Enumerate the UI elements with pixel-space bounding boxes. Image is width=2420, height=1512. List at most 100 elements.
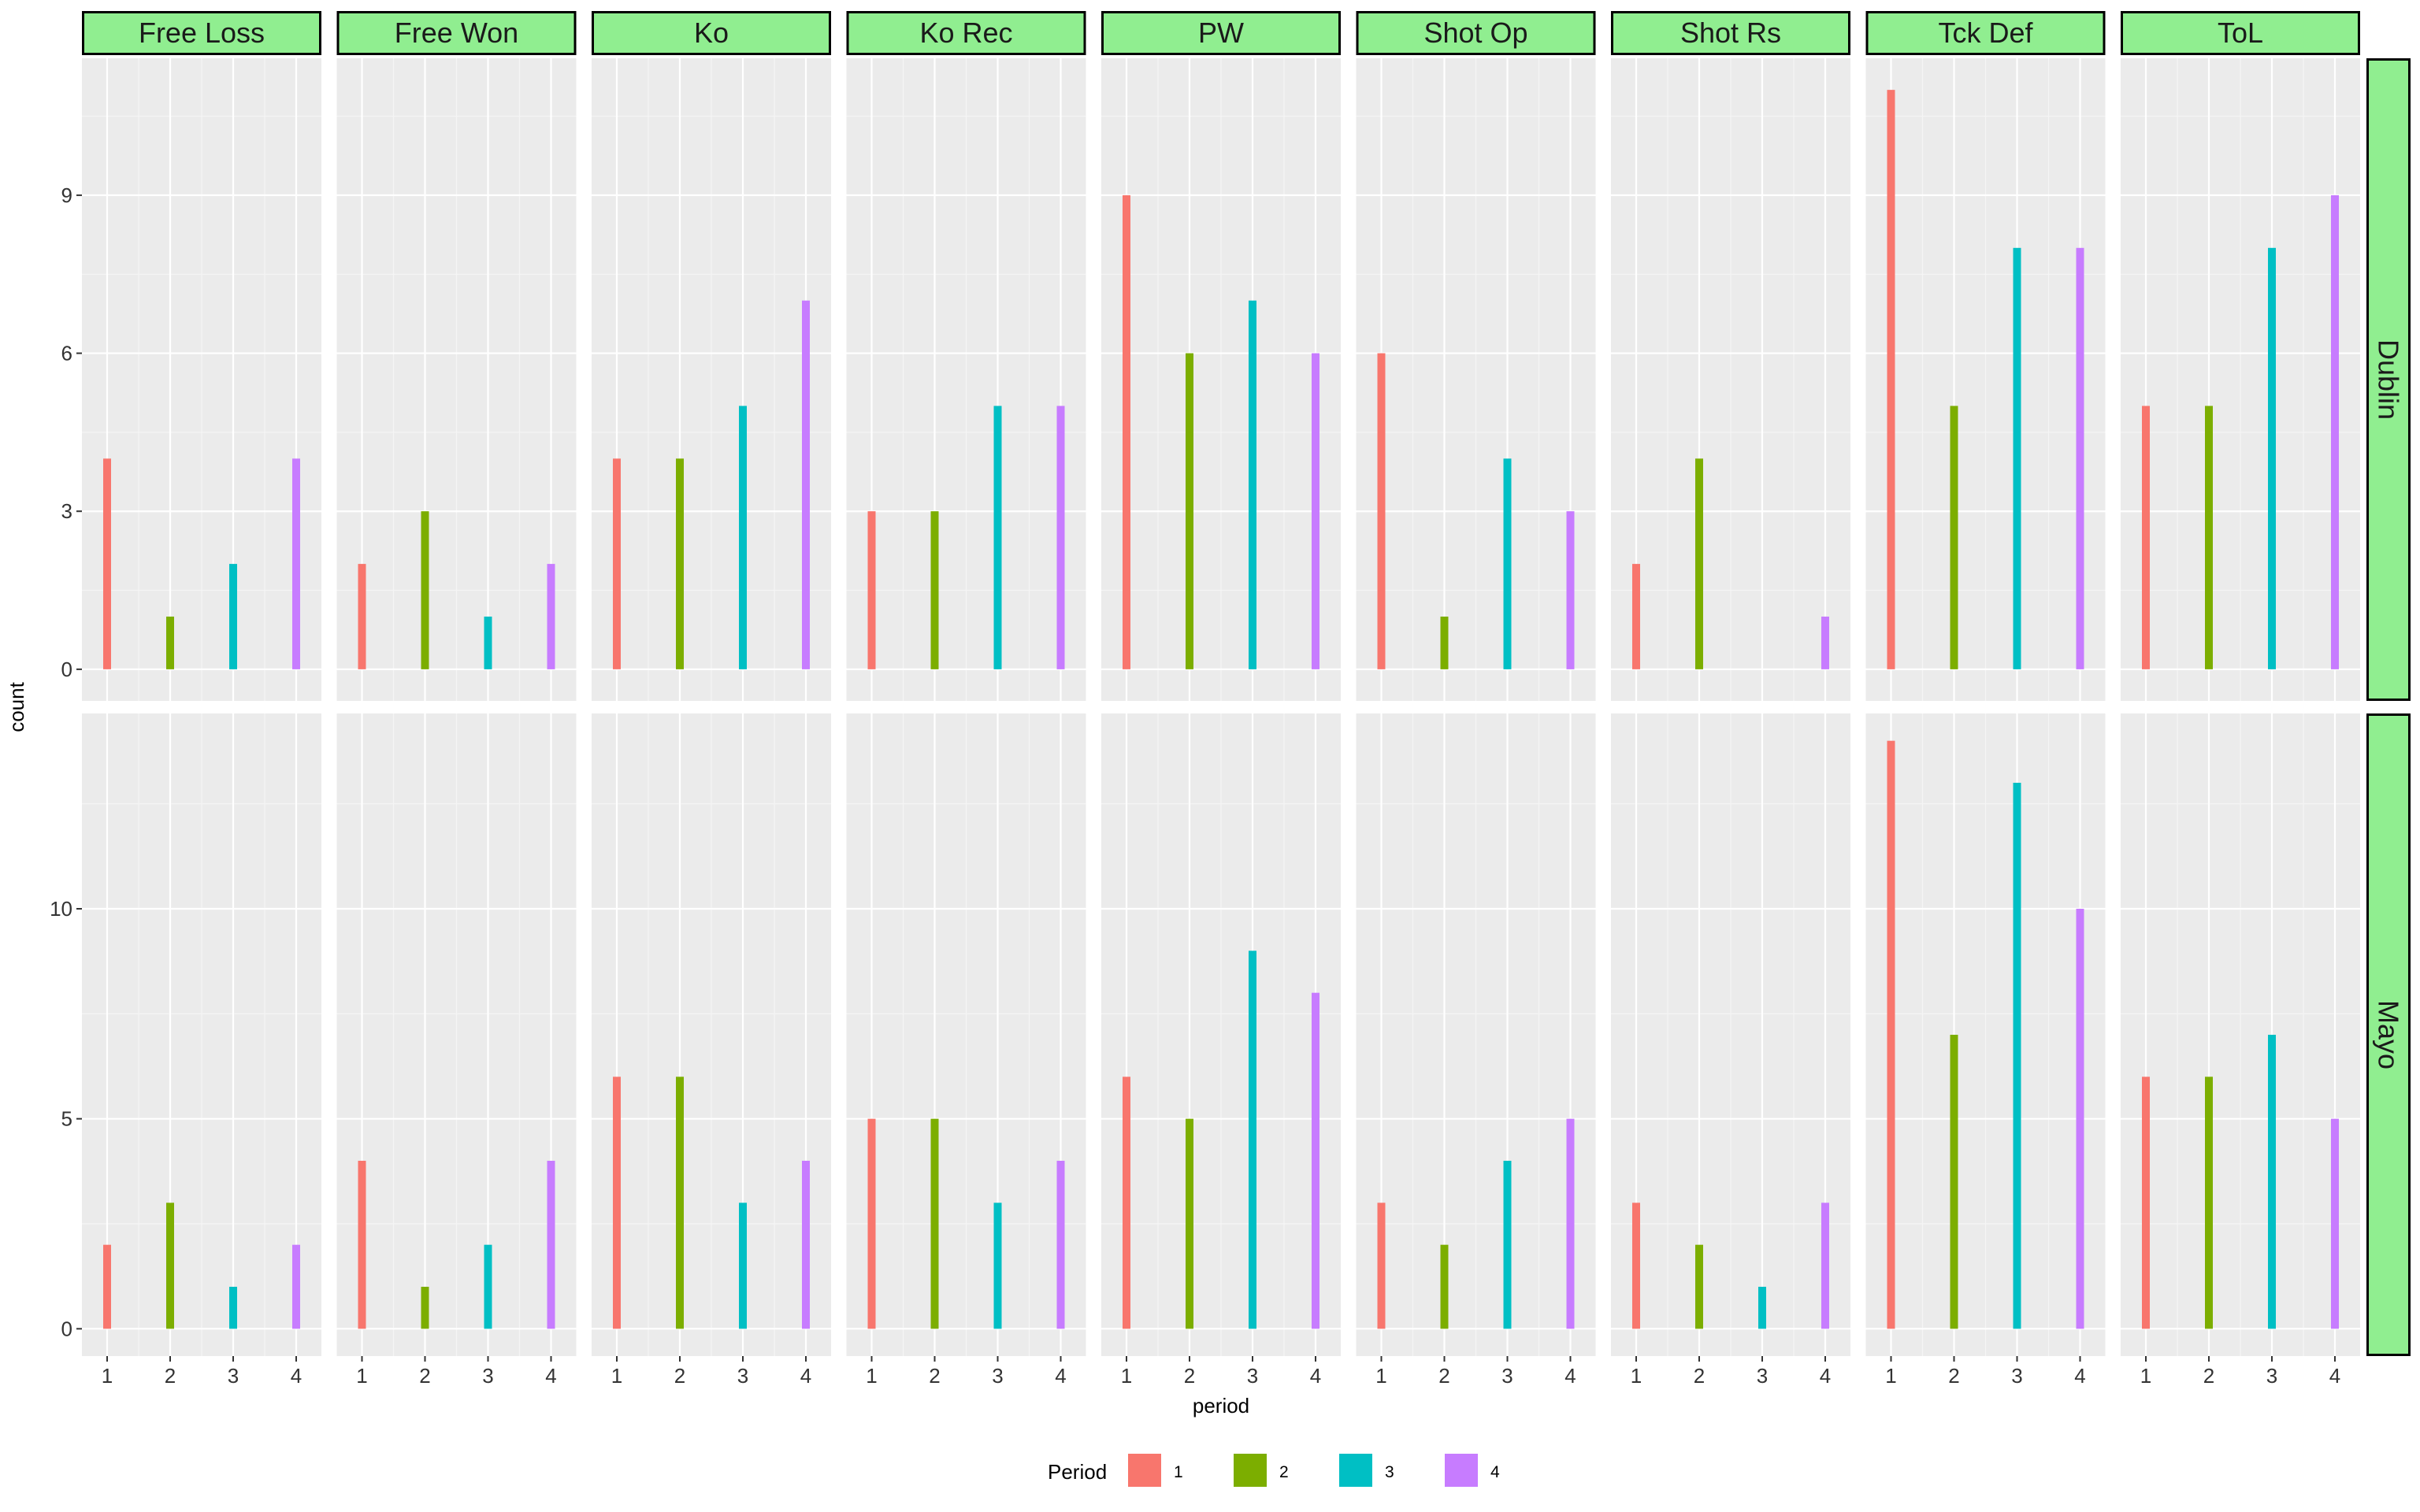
bar-dublin-shot-op-period-3 <box>1503 458 1512 669</box>
x-tick-label: 2 <box>674 1364 685 1388</box>
x-tick-label: 4 <box>545 1364 556 1388</box>
x-tick-label: 4 <box>1055 1364 1066 1388</box>
strip-free-loss <box>82 11 321 55</box>
y-tick-label: 5 <box>61 1107 72 1131</box>
bar-mayo-tol-period-1 <box>2142 1077 2150 1329</box>
panel-dublin-shot-op <box>1356 58 1596 701</box>
bar-mayo-tol-period-2 <box>2205 1077 2213 1329</box>
legend-key-2 <box>1234 1454 1267 1487</box>
bar-mayo-free-loss-period-1 <box>103 1244 111 1329</box>
bar-dublin-free-won-period-1 <box>358 564 366 669</box>
row-strip-mayo <box>2366 713 2411 1356</box>
x-tick-label: 2 <box>2203 1364 2214 1388</box>
bar-dublin-tck-def-period-4 <box>2076 247 2084 669</box>
bar-mayo-free-won-period-2 <box>421 1287 429 1329</box>
legend-key-3 <box>1339 1454 1372 1487</box>
strips-layer: Free Loss Free Won Ko Ko Rec PW Shot Op Shot R… <box>82 11 2411 1356</box>
bar-dublin-tck-def-period-3 <box>2013 247 2021 669</box>
x-tick-label: 2 <box>1184 1364 1195 1388</box>
bar-dublin-free-won-period-3 <box>484 616 492 669</box>
bar-mayo-free-loss-period-3 <box>229 1287 237 1329</box>
panel-dublin-pw <box>1101 58 1341 701</box>
x-tick-label: 2 <box>1438 1364 1449 1388</box>
x-tick-label: 1 <box>611 1364 622 1388</box>
panel-mayo-shot-op <box>1356 713 1596 1356</box>
bar-mayo-pw-period-4 <box>1312 992 1319 1329</box>
x-tick-label: 1 <box>102 1364 113 1388</box>
x-tick-label: 3 <box>992 1364 1003 1388</box>
bar-dublin-ko-period-2 <box>676 458 684 669</box>
bar-dublin-pw-period-3 <box>1249 300 1256 669</box>
bar-dublin-free-won-period-4 <box>547 564 555 669</box>
x-tick-label: 2 <box>929 1364 940 1388</box>
strip-tol <box>2121 11 2360 55</box>
bar-dublin-tck-def-period-2 <box>1950 406 1958 669</box>
bar-dublin-free-loss-period-1 <box>103 458 111 669</box>
x-tick-label: 1 <box>2140 1364 2151 1388</box>
strip-label-tck-def: Tck Def <box>1938 17 2033 49</box>
x-tick-label: 4 <box>1310 1364 1321 1388</box>
strip-tck-def <box>1865 11 2106 55</box>
bar-dublin-tol-period-4 <box>2331 195 2339 669</box>
bar-mayo-tck-def-period-3 <box>2013 783 2021 1329</box>
bar-dublin-free-loss-period-3 <box>229 564 237 669</box>
bar-dublin-ko-rec-period-4 <box>1056 406 1065 669</box>
bar-dublin-free-loss-period-2 <box>166 616 174 669</box>
x-tick-label: 4 <box>1820 1364 1831 1388</box>
bar-mayo-tck-def-period-4 <box>2076 909 2084 1329</box>
x-tick-label: 2 <box>1694 1364 1705 1388</box>
y-tick-label: 3 <box>61 499 72 523</box>
legend-key-4 <box>1445 1454 1478 1487</box>
bar-dublin-ko-period-1 <box>613 458 621 669</box>
bar-mayo-ko-rec-period-4 <box>1056 1161 1065 1329</box>
panel-mayo-ko <box>592 713 831 1356</box>
bar-dublin-ko-rec-period-3 <box>993 406 1002 669</box>
row-strip-label-mayo: Mayo <box>2373 1000 2405 1069</box>
x-tick-label: 2 <box>165 1364 176 1388</box>
bar-mayo-ko-rec-period-2 <box>930 1118 939 1329</box>
bar-mayo-shot-rs-period-3 <box>1758 1287 1766 1329</box>
bar-mayo-free-won-period-1 <box>358 1161 366 1329</box>
strip-label-free-won: Free Won <box>395 17 518 49</box>
x-tick-label: 1 <box>1631 1364 1642 1388</box>
bar-dublin-pw-period-2 <box>1186 353 1193 669</box>
strip-label-free-loss: Free Loss <box>139 17 265 49</box>
bar-mayo-shot-rs-period-1 <box>1632 1203 1640 1329</box>
bar-mayo-shot-rs-period-4 <box>1821 1203 1829 1329</box>
strip-label-tol: ToL <box>2218 17 2263 49</box>
y-tick-label: 0 <box>61 658 72 681</box>
row-strip-label-dublin: Dublin <box>2373 339 2405 420</box>
x-tick-label: 3 <box>737 1364 748 1388</box>
panel-dublin-free-loss <box>82 58 321 701</box>
x-tick-label: 3 <box>2266 1364 2277 1388</box>
bar-dublin-tol-period-2 <box>2205 406 2213 669</box>
bar-dublin-shot-rs-period-4 <box>1821 616 1829 669</box>
legend-title: Period <box>1048 1460 1107 1484</box>
legend-label-1: 1 <box>1174 1463 1183 1481</box>
strip-ko-rec <box>846 11 1086 55</box>
bar-dublin-shot-rs-period-1 <box>1632 564 1640 669</box>
bar-mayo-pw-period-2 <box>1186 1118 1193 1329</box>
panel-dublin-ko-rec <box>846 58 1086 701</box>
x-tick-label: 4 <box>2074 1364 2085 1388</box>
bar-mayo-free-loss-period-2 <box>166 1203 174 1329</box>
y-tick-label: 6 <box>61 342 72 365</box>
x-tick-label: 2 <box>1948 1364 1959 1388</box>
strip-free-won <box>336 11 577 55</box>
bar-dublin-shot-rs-period-2 <box>1695 458 1703 669</box>
y-tick-label: 0 <box>61 1317 72 1340</box>
bar-dublin-tol-period-3 <box>2268 247 2276 669</box>
axes-layer: 0 3 6 9 0 5 10 1 2 3 4 1 2 3 4 1 2 3 4 1 2 3 4 1 2 3 4 1 2 3 4 1 2 3 4 1 2 3 4… <box>50 183 2340 1388</box>
x-tick-label: 4 <box>1564 1364 1576 1388</box>
legend-label-4: 4 <box>1490 1463 1500 1481</box>
bar-dublin-tol-period-1 <box>2142 406 2150 669</box>
x-tick-label: 4 <box>800 1364 811 1388</box>
x-axis-title: period <box>1193 1394 1249 1418</box>
strip-label-pw: PW <box>1198 17 1244 49</box>
bar-mayo-ko-period-4 <box>802 1161 810 1329</box>
panel-mayo-tck-def <box>1865 713 2106 1356</box>
bar-mayo-shot-op-period-3 <box>1503 1161 1512 1329</box>
bar-mayo-tck-def-period-2 <box>1950 1035 1958 1329</box>
legend-key-1 <box>1128 1454 1161 1487</box>
